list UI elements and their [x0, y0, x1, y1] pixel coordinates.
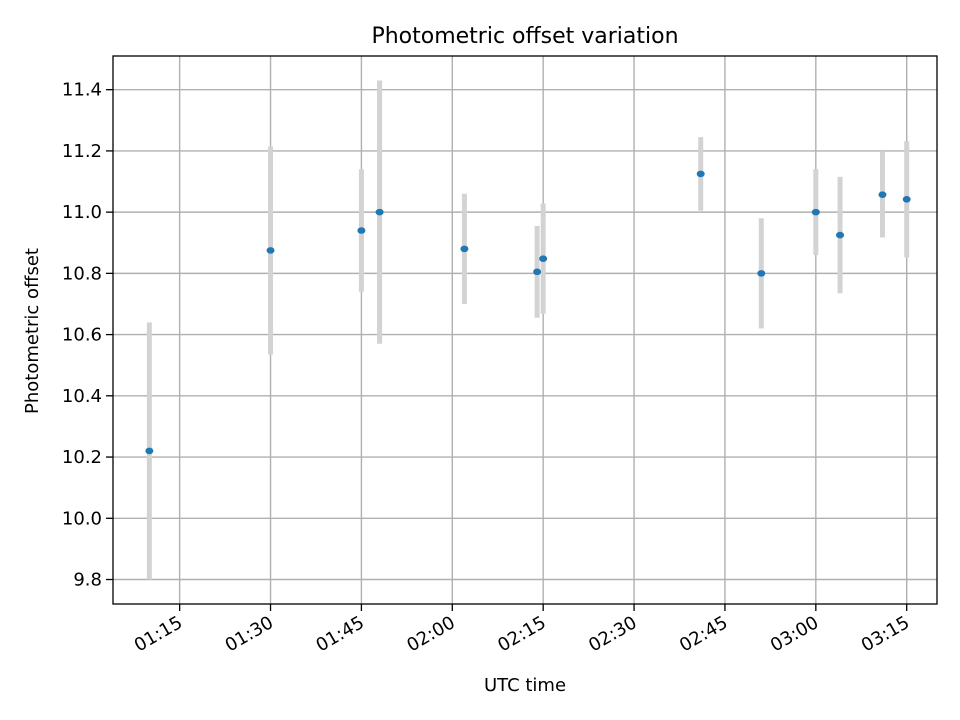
y-tick-label: 10.2 [62, 447, 102, 468]
x-axis-title: UTC time [484, 675, 566, 696]
y-tick-label: 11.0 [62, 202, 102, 223]
data-point [757, 270, 766, 277]
data-point [811, 208, 820, 216]
chart-title: Photometric offset variation [371, 24, 678, 49]
data-point [902, 195, 911, 203]
y-tick-label: 11.4 [62, 80, 102, 101]
y-tick-label: 10.8 [62, 263, 102, 284]
y-tick-label: 10.6 [62, 325, 102, 346]
y-tick-label: 9.8 [73, 570, 102, 591]
data-point [533, 268, 542, 276]
data-point [836, 231, 845, 239]
point-layer [145, 170, 911, 455]
data-point [375, 208, 384, 216]
data-point [460, 245, 469, 253]
data-point [145, 447, 154, 455]
plot-frame [112, 55, 938, 605]
y-tick-label: 10.4 [62, 386, 102, 407]
data-point [696, 170, 705, 178]
y-tick-label: 11.2 [62, 141, 102, 162]
data-point [357, 227, 366, 234]
data-point [539, 255, 548, 262]
data-point [878, 191, 887, 198]
y-axis-title: Photometric offset [22, 248, 43, 414]
y-tick-label: 10.0 [62, 508, 102, 529]
data-point [266, 247, 275, 254]
